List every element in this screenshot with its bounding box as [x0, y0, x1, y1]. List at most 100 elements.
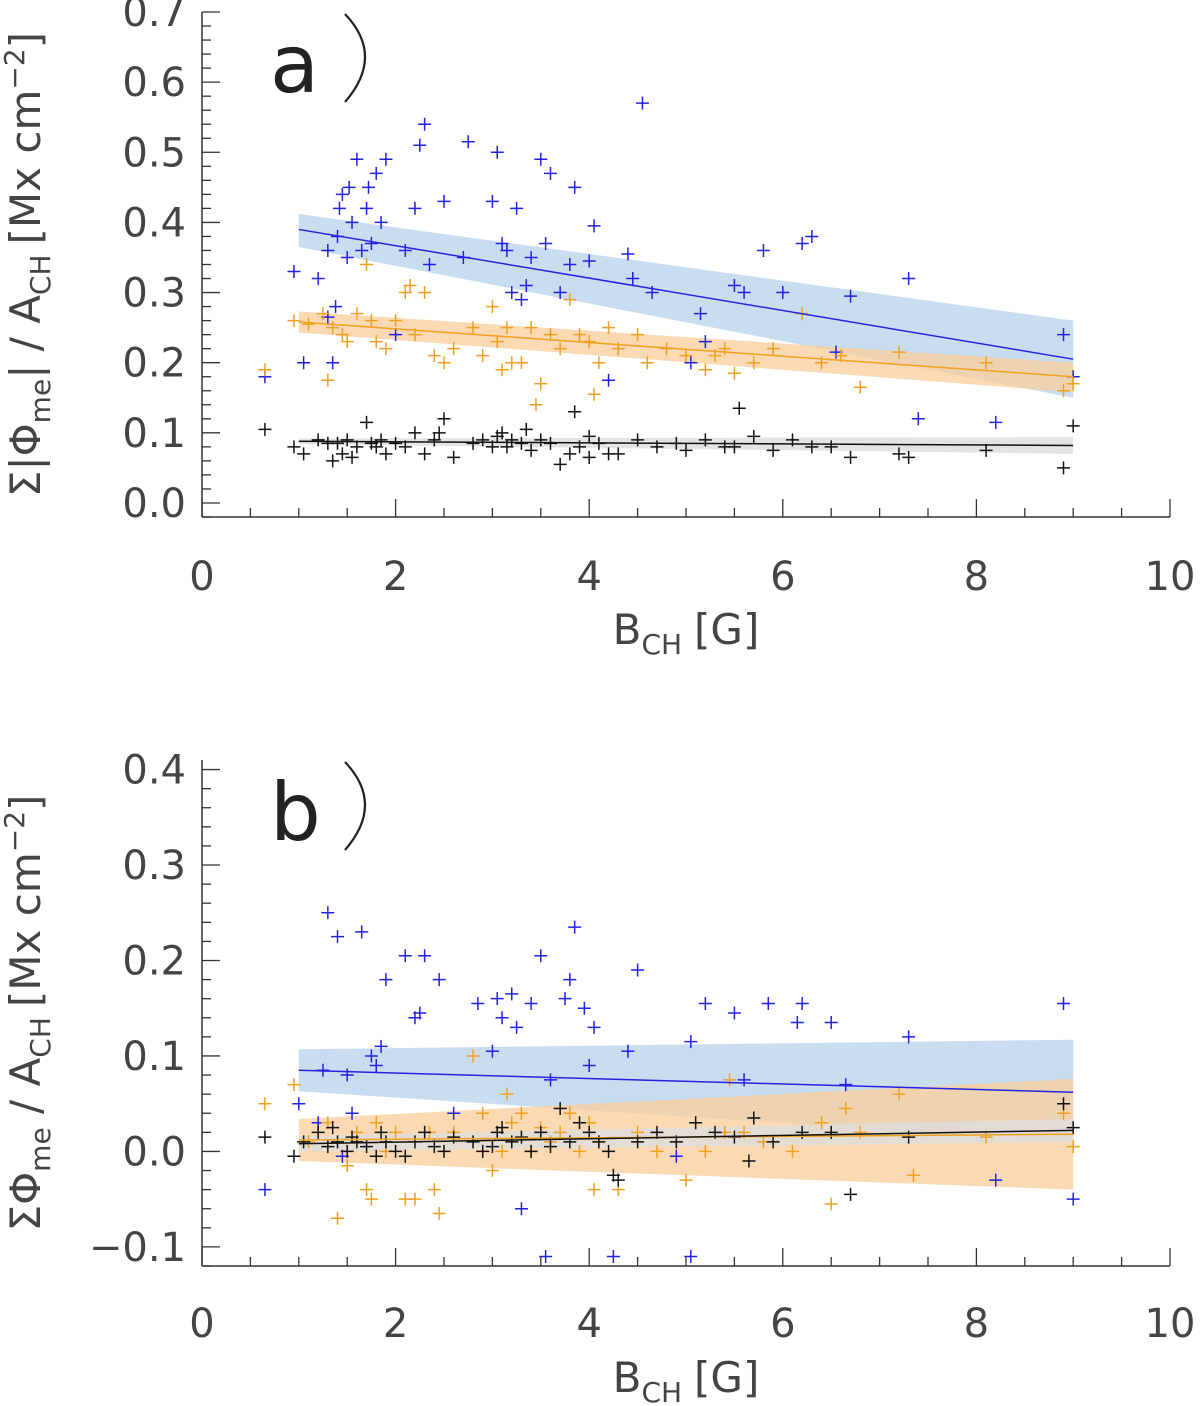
point-orange: [360, 258, 374, 271]
point-orange: [495, 363, 509, 377]
point-blue: [626, 272, 640, 286]
point-black: [476, 433, 490, 447]
point-blue: [505, 987, 519, 1001]
point-black: [495, 426, 509, 440]
point-orange: [364, 314, 378, 328]
point-black: [311, 433, 325, 447]
fit-line-black: [298, 440, 1074, 447]
point-blue: [563, 973, 577, 987]
x-axis-label-main: B: [613, 1353, 642, 1402]
y-axis-label-sub2: CH: [24, 1017, 57, 1058]
point-black: [568, 405, 582, 419]
point-blue: [350, 152, 364, 166]
point-orange: [553, 1125, 567, 1139]
y-axis-label-close: ]: [1, 795, 50, 811]
point-orange: [906, 1168, 920, 1182]
point-blue: [364, 1049, 378, 1063]
y-tick-label: 0.0: [122, 481, 186, 527]
point-orange: [326, 321, 340, 335]
point-black: [408, 426, 422, 440]
point-black: [582, 1125, 596, 1139]
point-black: [747, 429, 761, 443]
point-black: [689, 1116, 703, 1130]
point-black: [519, 422, 533, 436]
point-orange: [432, 1206, 446, 1220]
point-blue: [539, 236, 553, 250]
point-orange: [485, 1164, 499, 1178]
point-blue: [361, 180, 375, 194]
point-blue: [360, 201, 374, 215]
point-orange: [331, 1211, 345, 1225]
point-black: [485, 1140, 499, 1154]
point-orange: [495, 1144, 509, 1158]
point-blue: [631, 963, 645, 977]
point-blue: [500, 243, 514, 257]
y-axis-label-sigma: ΣΦ: [1, 1172, 50, 1232]
point-orange: [514, 356, 528, 370]
point-blue: [698, 996, 712, 1010]
point-blue: [364, 236, 378, 250]
x-tick-label: 0: [189, 1301, 214, 1347]
point-blue: [756, 243, 770, 257]
point-blue: [514, 1202, 528, 1216]
point-orange: [490, 335, 504, 349]
point-orange: [485, 300, 499, 314]
point-blue: [485, 194, 499, 208]
point-black: [1057, 461, 1071, 475]
point-blue: [413, 138, 427, 152]
y-tick-label: 0.1: [122, 1034, 186, 1080]
panel-label-paren: [344, 761, 366, 851]
point-blue: [727, 279, 741, 293]
point-blue: [684, 356, 698, 370]
x-axis-label-unit: [G]: [694, 1353, 759, 1402]
point-black: [437, 412, 451, 426]
point-orange: [398, 286, 412, 300]
point-black: [979, 443, 993, 457]
point-orange: [340, 1159, 354, 1173]
x-tick-label: 2: [383, 1301, 408, 1347]
point-orange: [723, 1073, 737, 1087]
point-orange: [631, 328, 645, 342]
point-blue: [331, 930, 345, 944]
point-orange: [287, 314, 301, 328]
point-blue: [514, 293, 528, 307]
point-orange: [1066, 377, 1080, 391]
point-blue: [621, 1044, 635, 1058]
point-orange: [466, 321, 480, 335]
point-black: [466, 1135, 480, 1149]
point-blue: [485, 1044, 499, 1058]
point-blue: [553, 286, 567, 300]
point-orange: [543, 328, 557, 342]
point-orange: [563, 1106, 577, 1120]
point-black: [447, 450, 461, 464]
y-tick-label: −0.1: [89, 1225, 186, 1271]
point-orange: [258, 1097, 272, 1111]
point-orange: [321, 373, 335, 387]
point-orange: [785, 1144, 799, 1158]
point-blue: [490, 145, 504, 159]
point-blue: [422, 258, 436, 271]
point-blue: [795, 236, 809, 250]
y-axis-label-sub2: CH: [24, 254, 57, 295]
point-blue: [345, 215, 359, 229]
point-orange: [466, 1049, 480, 1063]
point-black: [524, 1144, 538, 1158]
point-orange: [563, 293, 577, 307]
point-blue: [558, 992, 572, 1006]
y-tick-label: 0.1: [122, 411, 186, 457]
point-black: [573, 1116, 587, 1130]
point-black: [679, 443, 693, 457]
point-blue: [335, 187, 349, 201]
point-orange: [340, 335, 354, 349]
point-orange: [447, 342, 461, 356]
point-black: [766, 443, 780, 457]
point-orange: [287, 1078, 301, 1092]
point-black: [732, 401, 746, 415]
point-black: [747, 1111, 761, 1125]
point-black: [369, 1149, 383, 1163]
point-blue: [418, 117, 432, 131]
x-axis-label-main: B: [613, 605, 642, 654]
point-orange: [335, 328, 349, 342]
x-tick-label: 4: [576, 554, 601, 600]
